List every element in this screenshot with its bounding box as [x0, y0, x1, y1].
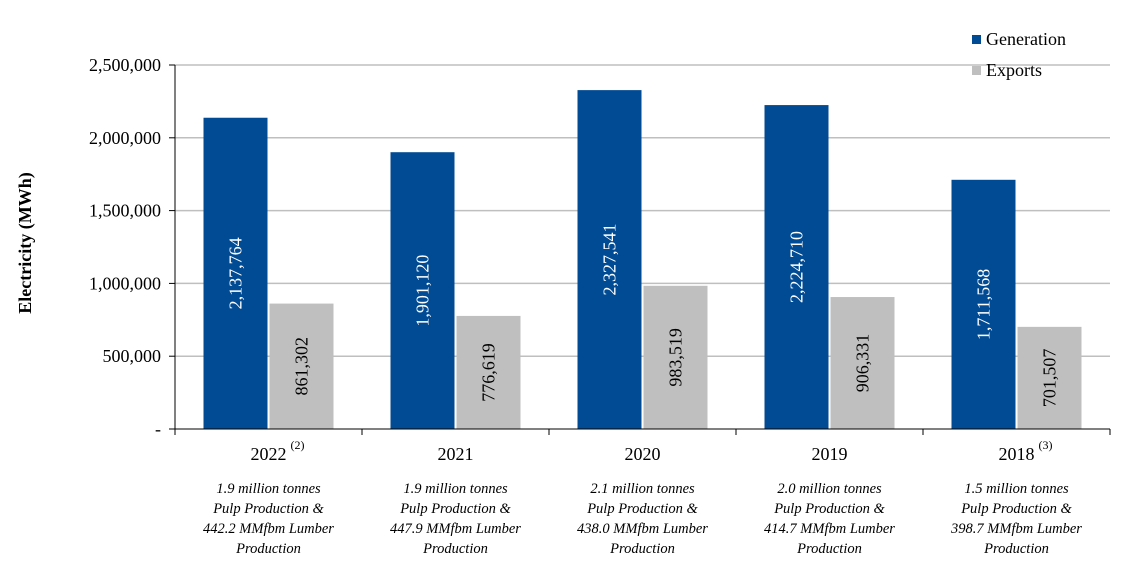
legend-swatch-generation — [972, 35, 981, 44]
category-note-line: Production — [796, 541, 862, 557]
category-note-line: Production — [609, 541, 675, 557]
y-tick-label: 2,500,000 — [89, 55, 161, 75]
legend-label-generation: Generation — [986, 29, 1066, 49]
category-notes: 1.9 million tonnes Pulp Production & 442.2… — [203, 481, 1082, 557]
category-note-line: Pulp Production & — [586, 501, 698, 517]
data-label: 1,901,120 — [413, 255, 433, 327]
y-tick-label: 1,500,000 — [89, 201, 161, 221]
category-note-line: Production — [235, 541, 301, 557]
data-label: 983,519 — [666, 328, 686, 387]
axes — [169, 64, 1111, 435]
category-label: 2019 — [812, 444, 848, 464]
bar-exports — [456, 315, 521, 429]
bar-generation — [951, 179, 1016, 429]
bar-exports — [1017, 326, 1082, 429]
data-label: 906,331 — [853, 334, 873, 393]
bar-exports — [830, 297, 895, 429]
category-labels: 2022 (2) 2021 2020 2019 2018 (3) — [251, 438, 1053, 464]
category-note-line: Production — [983, 541, 1049, 557]
category-label: 2022 — [251, 444, 287, 464]
legend: Generation Exports — [972, 29, 1066, 80]
data-label: 2,137,764 — [226, 237, 246, 309]
category-note-line: Pulp Production & — [399, 501, 511, 517]
data-label: 776,619 — [479, 343, 499, 402]
bar-exports — [269, 303, 334, 429]
y-tick-label: - — [155, 419, 161, 439]
data-label: 1,711,568 — [974, 269, 994, 340]
bar-generation — [390, 152, 455, 429]
data-label: 701,507 — [1040, 349, 1060, 408]
data-label: 861,302 — [292, 337, 312, 396]
bars: 2,137,764 861,302 1,901,120 776,619 2,327,54… — [203, 90, 1082, 430]
y-tick-labels: - 500,000 1,000,000 1,500,000 2,000,000 2,500… — [89, 55, 161, 439]
category-label: 2018 — [999, 444, 1035, 464]
category-footnote: (2) — [291, 438, 305, 452]
category-note-line: 1.5 million tonnes — [964, 481, 1069, 497]
legend-label-exports: Exports — [986, 60, 1042, 80]
y-axis-label: Electricity (MWh) — [15, 172, 36, 313]
category-footnote: (3) — [1039, 438, 1053, 452]
category-note-line: Pulp Production & — [960, 501, 1072, 517]
category-note-line: 447.9 MMfbm Lumber — [390, 521, 521, 537]
category-note-line: Production — [422, 541, 488, 557]
bar-generation — [577, 90, 642, 429]
category-note-line: 1.9 million tonnes — [216, 481, 321, 497]
y-tick-label: 1,000,000 — [89, 273, 161, 293]
y-tick-label: 2,000,000 — [89, 128, 161, 148]
category-note-line: 442.2 MMfbm Lumber — [203, 521, 334, 537]
bar-exports — [643, 285, 708, 429]
category-note-line: 414.7 MMfbm Lumber — [764, 521, 895, 537]
category-note-line: 1.9 million tonnes — [403, 481, 508, 497]
category-label: 2020 — [625, 444, 661, 464]
legend-swatch-exports — [972, 66, 981, 75]
category-label: 2021 — [438, 444, 474, 464]
category-note-line: Pulp Production & — [773, 501, 885, 517]
data-label: 2,224,710 — [787, 231, 807, 303]
category-note-line: 398.7 MMfbm Lumber — [950, 521, 1082, 537]
bar-generation — [764, 105, 829, 430]
data-label: 2,327,541 — [600, 224, 620, 296]
category-note-line: 2.1 million tonnes — [590, 481, 695, 497]
category-note-line: 2.0 million tonnes — [777, 481, 882, 497]
y-tick-label: 500,000 — [103, 346, 162, 366]
bar-generation — [203, 117, 268, 429]
category-note-line: Pulp Production & — [212, 501, 324, 517]
category-note-line: 438.0 MMfbm Lumber — [577, 521, 708, 537]
